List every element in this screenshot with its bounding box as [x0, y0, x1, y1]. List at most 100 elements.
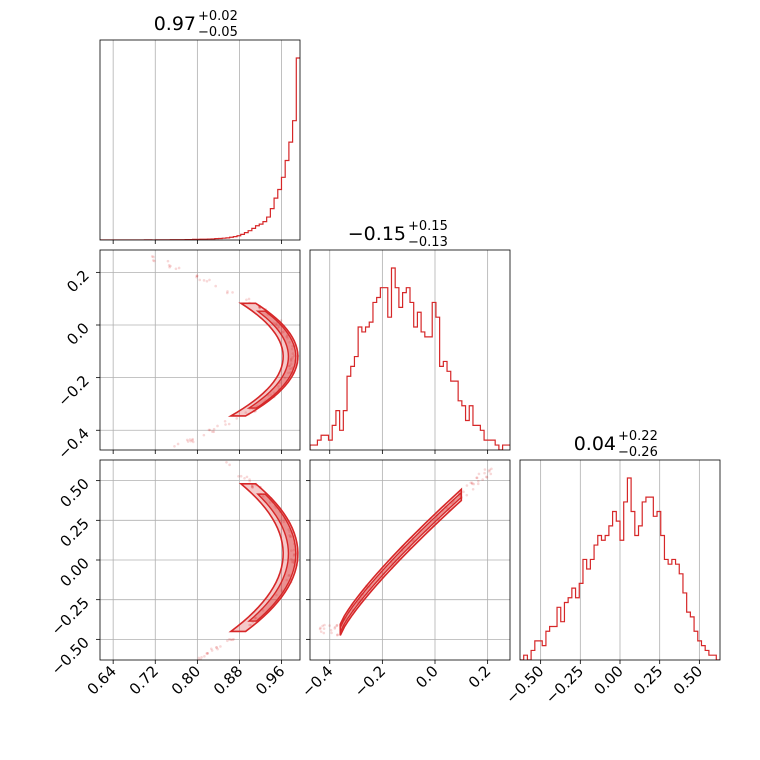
sample-point [239, 474, 243, 478]
sample-point [216, 424, 219, 428]
sample-point [216, 647, 219, 651]
sample-point [292, 548, 296, 552]
sample-point [336, 633, 339, 637]
sample-point [251, 485, 254, 489]
sample-point [261, 609, 265, 612]
sample-point [162, 451, 165, 454]
sample-point [292, 354, 296, 357]
sample-point [175, 668, 178, 671]
panel-title-plus: +0.02 [198, 9, 238, 24]
sample-point [286, 334, 289, 338]
pair-0-1: −0.4 −0.2 0.0 0.2 [54, 249, 301, 463]
sample-point [185, 438, 189, 442]
sample-point [235, 417, 239, 420]
sample-point [228, 463, 231, 467]
sample-point [335, 623, 339, 627]
sample-point [333, 627, 337, 630]
sample-point [465, 484, 469, 487]
sample-point [289, 359, 293, 363]
sample-point [245, 298, 248, 302]
sample-point [214, 457, 217, 460]
sample-point [186, 443, 189, 446]
sample-point [283, 376, 287, 380]
sample-point [279, 319, 283, 322]
x-tick-label: −0.25 [542, 662, 587, 707]
x-tick-label: 0.00 [590, 662, 626, 698]
panel-title-median: −0.15 [348, 223, 406, 245]
sample-point [481, 478, 484, 481]
sample-point [229, 638, 233, 642]
y-tick-label: 0.0 [63, 319, 93, 349]
sample-point [322, 631, 326, 635]
density-contour-inner [339, 491, 462, 633]
sample-point [291, 352, 295, 355]
sample-point [288, 535, 292, 538]
panel-title-plus: +0.15 [408, 219, 448, 234]
sample-point [292, 554, 296, 557]
sample-point [319, 626, 322, 630]
x-tick-label: 0.72 [126, 662, 162, 698]
sample-point [169, 435, 172, 438]
x-tick-label: 0.64 [84, 662, 120, 698]
sample-point [287, 574, 291, 577]
sample-point [465, 493, 469, 497]
sample-point [202, 279, 206, 282]
y-tick-label: 0.25 [56, 514, 92, 550]
sample-point [214, 284, 218, 288]
sample-point [231, 638, 234, 642]
sample-point [194, 446, 197, 449]
sample-point [282, 330, 285, 333]
sample-point [278, 325, 281, 328]
sample-point [285, 578, 289, 582]
density-contour-inner [246, 310, 297, 409]
sample-point [152, 454, 155, 457]
sample-point [198, 278, 202, 282]
sample-point [333, 625, 337, 629]
sample-point [285, 335, 288, 339]
sample-point [226, 639, 229, 643]
sample-point [483, 468, 487, 471]
x-tick-label: 0.0 [412, 662, 442, 692]
histogram-2: −0.50−0.25 0.00 0.25 0.50 [502, 459, 721, 707]
sample-point [248, 478, 251, 481]
sample-point [223, 419, 227, 423]
sample-point [150, 255, 154, 258]
sample-point [206, 651, 209, 655]
histogram-1 [309, 249, 511, 454]
x-tick-label: 0.2 [465, 662, 495, 692]
sample-point [212, 427, 216, 431]
sample-point [336, 633, 339, 636]
sample-point [290, 560, 294, 564]
sample-point [476, 479, 480, 483]
sample-point [485, 475, 488, 479]
sample-point [469, 481, 473, 485]
histogram-2-content [520, 460, 720, 660]
sample-point [197, 656, 201, 660]
sample-point [250, 484, 254, 488]
sample-point [207, 428, 211, 432]
pair-0-1-content [100, 250, 300, 457]
sample-point [169, 264, 172, 268]
sample-point [489, 472, 493, 476]
sample-point [157, 679, 160, 682]
panel-title-plus: +0.22 [618, 429, 658, 444]
sample-point [151, 259, 155, 262]
sample-point [288, 364, 291, 368]
sample-point [471, 487, 475, 491]
sample-point [248, 623, 251, 627]
density-contour-inner [247, 493, 297, 622]
sample-point [225, 460, 228, 464]
panel-frame [99, 249, 301, 451]
sample-point [191, 437, 194, 441]
sample-point [275, 593, 278, 597]
sample-point [281, 331, 284, 334]
sample-point [237, 475, 240, 478]
sample-point [208, 456, 211, 459]
sample-point [289, 357, 293, 361]
sample-point [288, 533, 291, 537]
x-tick-label: −0.2 [351, 662, 389, 700]
sample-point [269, 393, 273, 396]
sample-point [189, 439, 193, 443]
sample-point [287, 371, 290, 375]
sample-point [142, 423, 145, 426]
